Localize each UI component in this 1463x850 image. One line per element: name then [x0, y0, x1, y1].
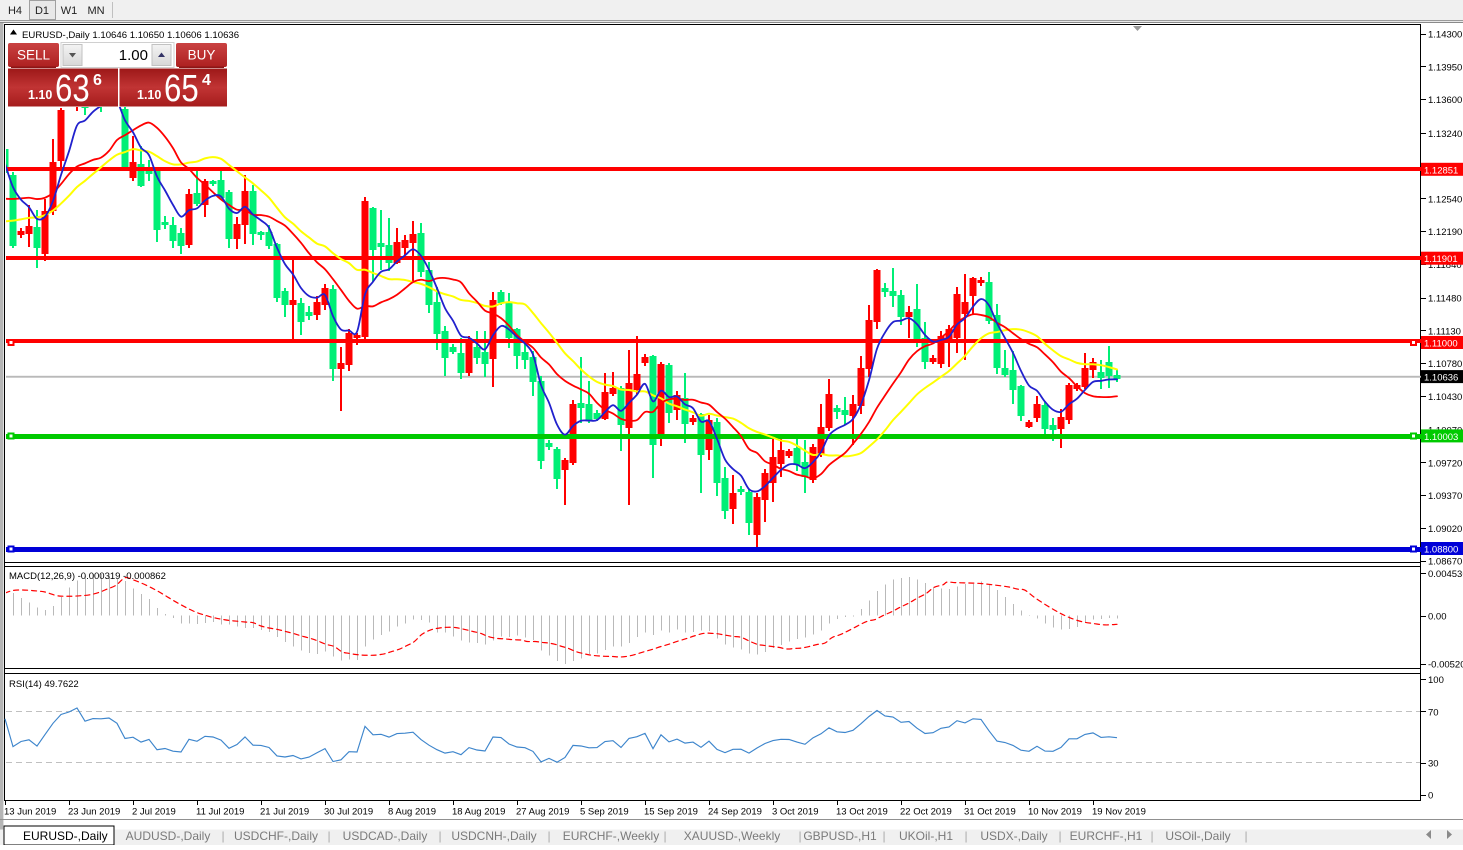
- svg-text:1.12540: 1.12540: [1428, 194, 1462, 205]
- svg-text:|: |: [882, 829, 885, 843]
- svg-text:|: |: [1058, 829, 1061, 843]
- svg-text:63: 63: [55, 68, 90, 110]
- svg-text:XAUUSD-,Weekly: XAUUSD-,Weekly: [684, 829, 780, 843]
- svg-text:BUY: BUY: [188, 48, 216, 63]
- svg-text:|: |: [221, 829, 224, 843]
- svg-text:1.09720: 1.09720: [1428, 458, 1462, 469]
- svg-text:1.10: 1.10: [137, 88, 161, 102]
- svg-text:30: 30: [1428, 759, 1439, 770]
- svg-text:2 Jul 2019: 2 Jul 2019: [132, 807, 176, 818]
- svg-text:8 Aug 2019: 8 Aug 2019: [388, 807, 436, 818]
- svg-text:SELL: SELL: [17, 48, 51, 63]
- svg-text:1.08800: 1.08800: [1424, 545, 1458, 556]
- svg-text:1.10780: 1.10780: [1428, 359, 1462, 370]
- svg-text:USDCNH-,Daily: USDCNH-,Daily: [451, 829, 536, 843]
- svg-text:MN: MN: [87, 5, 104, 17]
- svg-text:1.10636: 1.10636: [1424, 373, 1458, 384]
- svg-text:|: |: [663, 829, 666, 843]
- svg-text:1.13950: 1.13950: [1428, 62, 1462, 73]
- svg-text:10 Nov 2019: 10 Nov 2019: [1028, 807, 1082, 818]
- svg-text:1.10430: 1.10430: [1428, 392, 1462, 403]
- svg-text:RSI(14) 49.7622: RSI(14) 49.7622: [9, 679, 79, 690]
- svg-text:1.11480: 1.11480: [1428, 294, 1462, 305]
- svg-text:3 Oct 2019: 3 Oct 2019: [772, 807, 818, 818]
- svg-text:|: |: [547, 829, 550, 843]
- svg-text:1.11130: 1.11130: [1428, 326, 1461, 337]
- svg-text:D1: D1: [35, 5, 49, 17]
- svg-text:1.10003: 1.10003: [1424, 432, 1458, 443]
- svg-text:W1: W1: [61, 5, 78, 17]
- svg-text:|: |: [327, 829, 330, 843]
- svg-text:27 Aug 2019: 27 Aug 2019: [516, 807, 569, 818]
- svg-text:1.13240: 1.13240: [1428, 129, 1462, 140]
- svg-text:USDCHF-,Daily: USDCHF-,Daily: [234, 829, 318, 843]
- svg-text:15 Sep 2019: 15 Sep 2019: [644, 807, 698, 818]
- svg-text:30 Jul 2019: 30 Jul 2019: [324, 807, 373, 818]
- svg-text:1.10: 1.10: [28, 88, 52, 102]
- svg-text:23 Jun 2019: 23 Jun 2019: [68, 807, 120, 818]
- svg-text:|: |: [1150, 829, 1153, 843]
- svg-text:UKOil-,H1: UKOil-,H1: [899, 829, 953, 843]
- svg-text:31 Oct 2019: 31 Oct 2019: [964, 807, 1016, 818]
- svg-text:4: 4: [202, 72, 211, 89]
- svg-text:22 Oct 2019: 22 Oct 2019: [900, 807, 952, 818]
- svg-text:0.00: 0.00: [1428, 612, 1447, 623]
- svg-text:1.12190: 1.12190: [1428, 227, 1462, 238]
- svg-text:65: 65: [164, 68, 199, 110]
- svg-text:5 Sep 2019: 5 Sep 2019: [580, 807, 629, 818]
- svg-text:70: 70: [1428, 707, 1439, 718]
- svg-text:1.13600: 1.13600: [1428, 95, 1462, 106]
- svg-text:1.00: 1.00: [119, 47, 148, 64]
- svg-text:13 Oct 2019: 13 Oct 2019: [836, 807, 888, 818]
- svg-text:|: |: [798, 829, 801, 843]
- svg-text:11 Jul 2019: 11 Jul 2019: [196, 807, 244, 818]
- svg-text:1.09370: 1.09370: [1428, 491, 1462, 502]
- svg-text:0.004536: 0.004536: [1428, 569, 1463, 580]
- svg-text:21 Jul 2019: 21 Jul 2019: [260, 807, 309, 818]
- svg-text:19 Nov 2019: 19 Nov 2019: [1092, 807, 1146, 818]
- svg-text:1.08670: 1.08670: [1428, 557, 1462, 568]
- svg-text:H4: H4: [8, 5, 22, 17]
- svg-text:1.09020: 1.09020: [1428, 524, 1462, 535]
- svg-text:-0.005205: -0.005205: [1428, 660, 1463, 671]
- svg-text:24 Sep 2019: 24 Sep 2019: [708, 807, 762, 818]
- svg-text:100: 100: [1428, 675, 1444, 686]
- svg-text:1.12851: 1.12851: [1424, 165, 1458, 176]
- svg-text:18 Aug 2019: 18 Aug 2019: [452, 807, 505, 818]
- svg-text:6: 6: [93, 72, 102, 89]
- svg-text:GBPUSD-,H1: GBPUSD-,H1: [803, 829, 877, 843]
- svg-text:EURUSD-,Daily: EURUSD-,Daily: [23, 829, 108, 843]
- svg-text:MACD(12,26,9) -0.000319 -0.000: MACD(12,26,9) -0.000319 -0.000862: [9, 571, 166, 582]
- svg-text:EURCHF-,Weekly: EURCHF-,Weekly: [563, 829, 659, 843]
- svg-text:USOil-,Daily: USOil-,Daily: [1165, 829, 1230, 843]
- svg-text:|: |: [1244, 829, 1247, 843]
- svg-text:1.11840: 1.11840: [1428, 260, 1462, 271]
- svg-text:|: |: [964, 829, 967, 843]
- svg-text:1.11000: 1.11000: [1424, 339, 1458, 350]
- svg-text:0: 0: [1428, 791, 1433, 802]
- svg-text:AUDUSD-,Daily: AUDUSD-,Daily: [126, 829, 211, 843]
- svg-text:EURUSD-,Daily 1.10646 1.10650: EURUSD-,Daily 1.10646 1.10650 1.10606 1.…: [22, 30, 239, 41]
- svg-text:1.11901: 1.11901: [1424, 254, 1458, 265]
- svg-text:USDCAD-,Daily: USDCAD-,Daily: [343, 829, 428, 843]
- svg-text:|: |: [438, 829, 441, 843]
- svg-text:EURCHF-,H1: EURCHF-,H1: [1070, 829, 1143, 843]
- svg-text:13 Jun 2019: 13 Jun 2019: [4, 807, 56, 818]
- svg-text:1.14300: 1.14300: [1428, 30, 1462, 41]
- svg-text:USDX-,Daily: USDX-,Daily: [980, 829, 1047, 843]
